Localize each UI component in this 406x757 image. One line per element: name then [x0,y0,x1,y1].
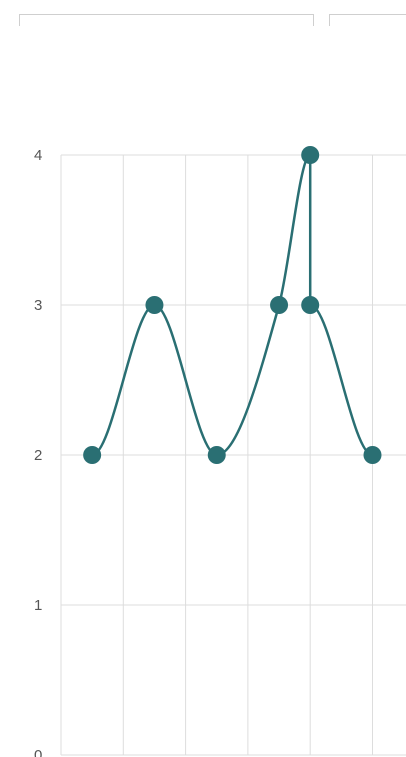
data-point[interactable] [301,146,320,164]
y-tick-label: 3 [34,297,42,314]
data-point[interactable] [83,446,102,464]
y-tick-label: 1 [34,597,42,614]
y-tick-label: 0 [34,747,42,757]
data-point[interactable] [363,446,382,464]
y-tick-label: 4 [34,147,42,164]
y-tick-label: 2 [34,447,42,464]
y-axis-ticks: 0 1 2 3 4 [34,147,42,757]
series-line [91,153,373,457]
top-bracket-right [329,14,406,26]
data-point[interactable] [145,296,164,314]
chart-grid [60,154,406,756]
chart-series [83,146,382,464]
top-bracket-left [19,14,314,26]
data-point[interactable] [207,446,226,464]
data-point[interactable] [270,296,289,314]
data-point[interactable] [301,296,320,314]
